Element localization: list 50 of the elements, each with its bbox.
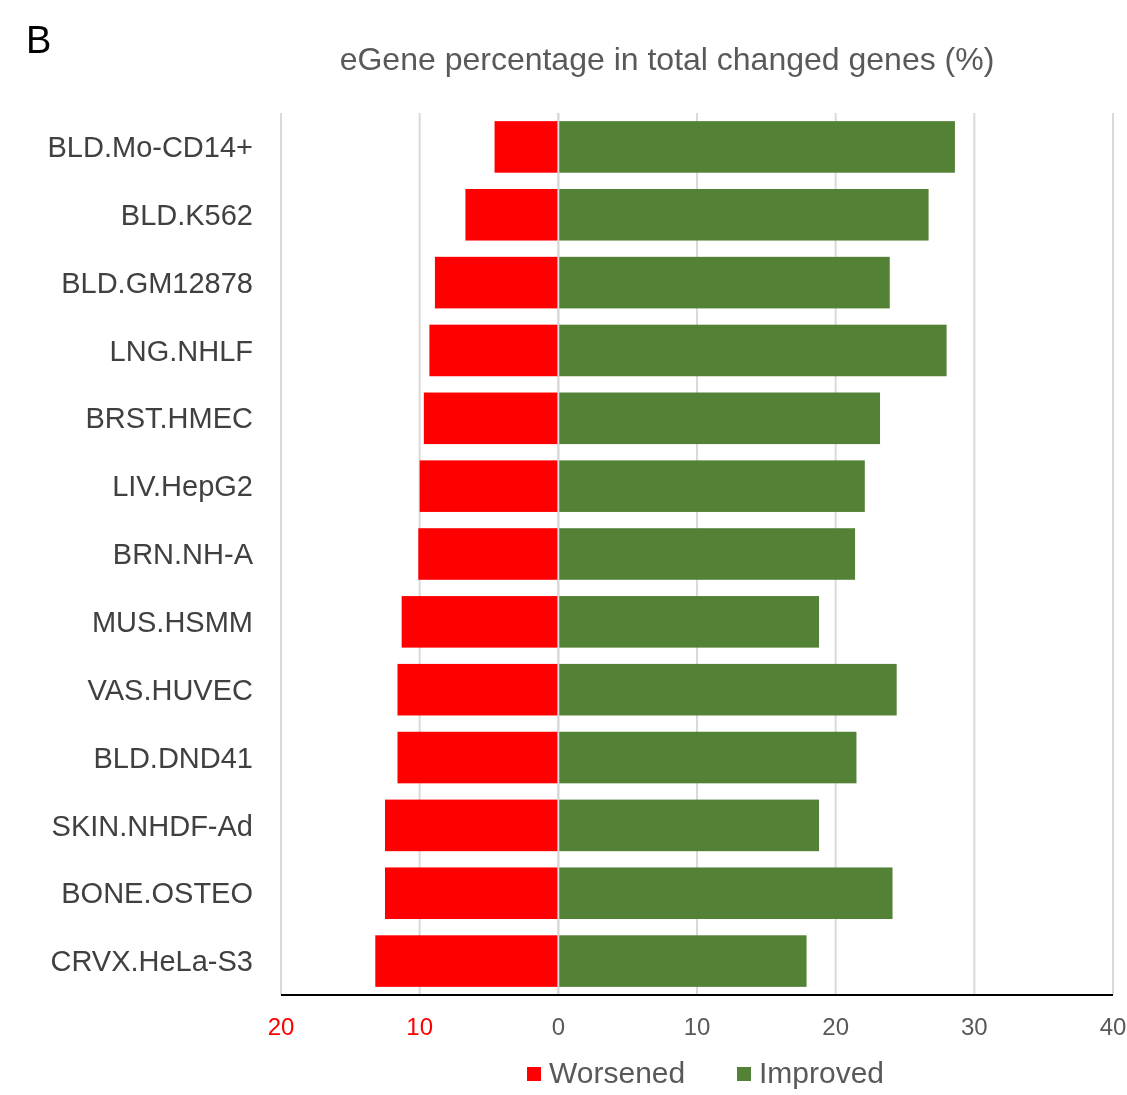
- bar: [385, 867, 559, 920]
- bar: [375, 935, 559, 987]
- bar: [423, 392, 559, 445]
- y-tick-label: CRVX.HeLa-S3: [50, 945, 253, 978]
- bar: [558, 460, 865, 512]
- y-tick-label: MUS.HSMM: [91, 606, 253, 638]
- bar: [558, 528, 856, 580]
- y-tick-label: BONE.OSTEO: [61, 877, 253, 910]
- y-tick-label: BLD.GM12878: [61, 266, 253, 299]
- x-tick-label: 30: [960, 1013, 988, 1040]
- bar: [558, 121, 955, 173]
- bar: [558, 188, 929, 241]
- bar: [419, 460, 559, 512]
- bar: [418, 528, 559, 580]
- bar: [558, 799, 820, 852]
- bar: [465, 188, 559, 241]
- text: B: [26, 19, 52, 61]
- bar: [397, 663, 559, 716]
- bar: [385, 799, 559, 852]
- bar: [397, 731, 559, 784]
- bar: [558, 731, 857, 784]
- bar: [558, 392, 881, 445]
- bar: [558, 867, 893, 920]
- legend-label: Worsened: [549, 1056, 686, 1089]
- bar: [401, 596, 559, 648]
- y-tick-label: BRN.NH-A: [112, 538, 254, 571]
- bar: [494, 121, 559, 173]
- x-tick-label: 10: [406, 1013, 434, 1040]
- bar: [558, 596, 820, 648]
- bar: [558, 663, 897, 716]
- legend-label: Improved: [759, 1056, 885, 1089]
- x-tick-label: 0: [551, 1013, 566, 1040]
- y-tick-label: VAS.HUVEC: [87, 673, 253, 706]
- x-tick-label: 20: [822, 1013, 850, 1040]
- x-tick-label: 20: [267, 1013, 295, 1040]
- y-tick-label: BLD.Mo-CD14+: [47, 131, 253, 164]
- bar: [434, 256, 559, 309]
- y-tick-label: LIV.HepG2: [112, 470, 253, 503]
- x-tick-label: 10: [683, 1013, 711, 1040]
- y-tick-label: BLD.DND41: [93, 741, 253, 774]
- y-tick-label: BRST.HMEC: [85, 402, 253, 435]
- x-tick-label: 40: [1099, 1013, 1127, 1040]
- bar: [558, 256, 890, 309]
- bar: [558, 935, 807, 987]
- bar: [429, 324, 559, 377]
- bar: [558, 324, 947, 377]
- y-tick-label: LNG.NHLF: [109, 334, 253, 367]
- y-tick-label: SKIN.NHDF-Ad: [51, 809, 253, 842]
- chart-title: eGene percentage in total changed genes (%): [339, 41, 995, 77]
- y-tick-label: BLD.K562: [120, 198, 253, 231]
